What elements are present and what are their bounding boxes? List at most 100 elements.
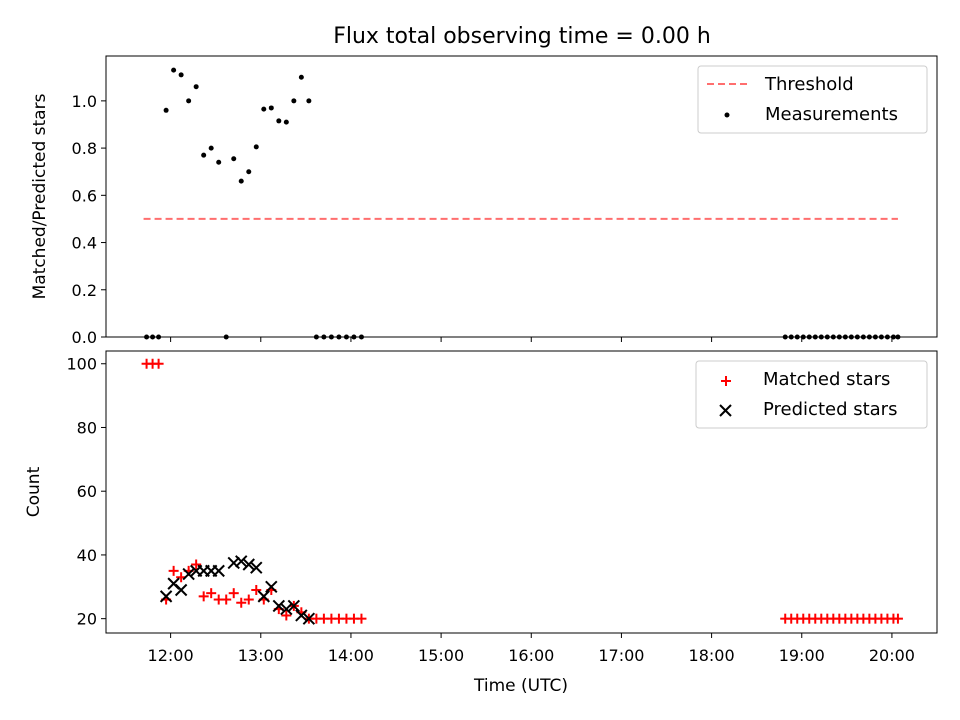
y-tick-label: 0.2 (72, 281, 97, 300)
matched-star-point (206, 588, 217, 599)
matched-star-point (228, 588, 239, 599)
matched-star-point (198, 591, 209, 602)
measurement-point (171, 67, 177, 73)
y-tick-label: 60 (77, 482, 97, 501)
matched-star-point (153, 358, 164, 369)
predicted-star-point (280, 602, 293, 616)
legend-matched-label: Matched stars (763, 369, 890, 390)
measurement-point (878, 334, 884, 340)
measurement-point (223, 334, 229, 340)
measurement-point (854, 334, 860, 340)
measurement-point (150, 334, 156, 340)
measurement-point (238, 178, 244, 184)
top-panel: 0.0 0.2 0.4 0.6 0.8 1.0 Matched/Predicted sta… (30, 55, 938, 347)
measurement-point (782, 334, 788, 340)
measurement-point (291, 98, 297, 104)
matched-star-point (191, 559, 202, 570)
predicted-star-point (302, 612, 316, 625)
legend-predicted-label: Predicted stars (763, 399, 897, 420)
measurement-point (163, 107, 169, 113)
x-tick-label: 13:00 (238, 646, 284, 665)
measurement-point (860, 334, 866, 340)
measurement-point (842, 334, 848, 340)
measurement-point (794, 334, 800, 340)
matched-star-point (236, 597, 247, 608)
measurement-point (848, 334, 854, 340)
measurement-point (253, 144, 259, 150)
matched-star-point (356, 613, 367, 624)
measurement-point (895, 334, 901, 340)
predicted-star-point (242, 558, 255, 571)
legend-predicted-swatch (719, 404, 732, 417)
measurement-point (144, 334, 150, 340)
measurement-point (818, 334, 824, 340)
predicted-star-point (265, 580, 278, 594)
measurement-point (824, 334, 830, 340)
matched-star-point (892, 613, 903, 624)
predicted-star-point (272, 599, 286, 613)
top-y-axis-label: Matched/Predicted stars (30, 93, 50, 299)
x-tick-label: 19:00 (779, 646, 825, 665)
legend-measurements-swatch (724, 112, 730, 118)
y-tick-label: 0.6 (72, 186, 97, 205)
measurement-point (186, 98, 192, 104)
matched-star-point (243, 594, 254, 605)
measurement-point (328, 334, 334, 340)
matched-star-point (251, 584, 262, 595)
measurement-point (246, 169, 252, 175)
measurement-point (201, 152, 207, 158)
measurement-point (178, 72, 184, 78)
predicted-star-point (250, 561, 263, 574)
matched-star-point (221, 594, 232, 605)
top-legend: Threshold Measurements (697, 65, 928, 134)
measurement-point (313, 334, 319, 340)
measurement-point (156, 334, 162, 340)
top-axes-frame (105, 55, 938, 338)
measurement-point (276, 118, 282, 124)
x-tick-label: 17:00 (598, 646, 644, 665)
measurement-point (358, 334, 364, 340)
measurement-point (306, 98, 312, 104)
measurement-point (261, 106, 267, 112)
measurement-point (806, 334, 812, 340)
y-tick-label: 80 (77, 418, 97, 437)
y-tick-label: 0.4 (72, 234, 97, 253)
x-axis-label: Time (UTC) (473, 676, 568, 696)
x-tick-label: 12:00 (148, 646, 194, 665)
y-tick-label: 0.8 (72, 139, 97, 158)
legend-measurements-label: Measurements (765, 104, 898, 125)
measurement-point (812, 334, 818, 340)
bottom-y-axis-label: Count (24, 466, 44, 517)
measurement-point (788, 334, 794, 340)
measurement-point (193, 84, 199, 90)
x-tick-label: 18:00 (689, 646, 735, 665)
predicted-star-point (257, 590, 270, 603)
matched-star-point (168, 565, 179, 576)
measurement-point (283, 119, 289, 125)
measurement-point (336, 334, 342, 340)
measurement-point (343, 334, 349, 340)
measurement-point (321, 334, 327, 340)
predicted-star-point (182, 567, 195, 581)
x-tick-label: 14:00 (328, 646, 374, 665)
measurement-point (231, 156, 237, 162)
measurement-point (884, 334, 890, 340)
legend-matched-swatch (721, 376, 731, 386)
bottom-panel: 20 40 60 80 100 12:00 13:00 14:00 15:00 16:00 17:… (24, 350, 938, 696)
y-tick-label: 0.0 (72, 328, 97, 347)
measurement-point (351, 334, 357, 340)
y-tick-label: 20 (77, 610, 97, 629)
matched-star-point (281, 610, 292, 621)
x-tick-label: 15:00 (418, 646, 464, 665)
y-tick-label: 40 (77, 546, 97, 565)
measurement-point (836, 334, 842, 340)
predicted-star-point (295, 609, 308, 622)
legend-threshold-label: Threshold (764, 74, 854, 95)
y-tick-label: 1.0 (72, 92, 97, 111)
measurement-point (208, 145, 214, 151)
measurement-point (216, 159, 222, 165)
measurement-point (872, 334, 878, 340)
x-tick-label: 20:00 (869, 646, 915, 665)
y-tick-label: 100 (66, 355, 97, 374)
